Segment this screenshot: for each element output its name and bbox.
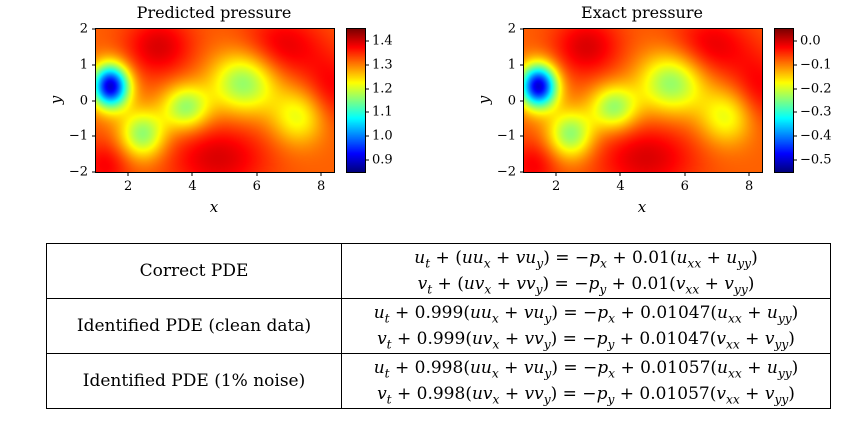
y-tick-label: 2 (507, 21, 516, 37)
x-tick-label: 8 (744, 179, 754, 194)
y-tick-mark (520, 28, 524, 30)
x-tick-label: 6 (252, 179, 261, 194)
x-tick-mark (555, 172, 557, 176)
plot-title: Predicted pressure (136, 3, 292, 22)
heatmap-canvas (524, 29, 762, 172)
pde-equation-u: ut + (uux + vuy) = −px + 0.01(uxx + uyy) (414, 248, 758, 271)
x-tick-label: 4 (616, 179, 625, 194)
x-tick-label: 4 (188, 179, 197, 194)
colorbar-tick-mark (793, 159, 797, 161)
plot-title: Exact pressure (581, 3, 703, 22)
colorbar-tick-label: −0.3 (800, 104, 832, 120)
pde-equations: ut + (uux + vuy) = −px + 0.01(uxx + uyy)… (341, 243, 831, 299)
colorbar-tick-label: 1.0 (372, 128, 393, 144)
y-tick-mark (520, 135, 524, 137)
y-tick-mark (92, 171, 96, 173)
pde-equation-u: ut + 0.998(uux + vuy) = −px + 0.01057(ux… (373, 358, 799, 381)
y-tick-mark (92, 135, 96, 137)
table-row-identified-noise: Identified PDE (1% noise) ut + 0.998(uux… (46, 353, 831, 409)
y-tick-label: 1 (507, 57, 516, 73)
x-tick-mark (127, 172, 129, 176)
x-tick-label: 6 (680, 179, 689, 194)
y-axis-ticks: 2 1 0 −1 −2 (58, 23, 96, 179)
x-axis-label: x (209, 198, 219, 216)
x-axis-ticks: 2 4 6 8 (96, 172, 334, 198)
colorbar-tick-mark (793, 40, 797, 42)
pde-row-label: Correct PDE (46, 243, 342, 299)
y-tick-mark (92, 28, 96, 30)
x-axis-label: x (637, 198, 647, 216)
pde-equation-u: ut + 0.999(uux + vuy) = −px + 0.01047(ux… (373, 303, 799, 326)
heatmap-plot: 2 1 0 −1 −2 2 4 6 8 (497, 23, 763, 193)
colorbar-tick-label: 0.0 (800, 33, 821, 49)
y-tick-label: −1 (496, 128, 516, 144)
x-tick-mark (684, 172, 686, 176)
colorbar-tick-mark (793, 111, 797, 113)
colorbar-tick-mark (365, 111, 369, 113)
x-tick-mark (256, 172, 258, 176)
colorbar-tick-label: 1.2 (372, 81, 393, 97)
colorbar-canvas (347, 29, 365, 172)
colorbar-tick-mark (365, 64, 369, 66)
pde-equation-v: vt + 0.999(uvx + vvy) = −py + 0.01047(vx… (377, 329, 795, 352)
colorbar-tick-label: −0.4 (800, 128, 832, 144)
colorbar-tick-label: 1.3 (372, 57, 393, 73)
colorbar-tick-label: 1.1 (372, 104, 393, 120)
colorbar-tick-mark (793, 135, 797, 137)
y-tick-mark (520, 100, 524, 101)
colorbar: 1.4 1.3 1.2 1.1 1.0 0.9 (346, 28, 393, 173)
pde-table: Correct PDE ut + (uux + vuy) = −px + 0.0… (46, 243, 831, 409)
table-row-correct-pde: Correct PDE ut + (uux + vuy) = −px + 0.0… (46, 243, 831, 299)
colorbar-tick-mark (365, 159, 369, 161)
y-axis-ticks: 2 1 0 −1 −2 (486, 23, 524, 179)
pde-equation-v: vt + (uvx + vvy) = −py + 0.01(vxx + vyy) (417, 274, 755, 297)
y-tick-label: −1 (68, 128, 88, 144)
pde-row-label: Identified PDE (1% noise) (46, 353, 342, 409)
y-tick-label: −2 (68, 164, 88, 180)
x-tick-mark (619, 172, 621, 176)
heatmap-plot: 2 1 0 −1 −2 2 4 6 8 (69, 23, 335, 193)
pde-equations: ut + 0.998(uux + vuy) = −px + 0.01057(ux… (341, 353, 831, 409)
x-tick-mark (320, 172, 322, 176)
colorbar-tick-label: 1.4 (372, 33, 393, 49)
pde-equation-v: vt + 0.998(uvx + vvy) = −py + 0.01057(vx… (377, 384, 795, 407)
colorbar: 0.0 −0.1 −0.2 −0.3 −0.4 −0.5 (774, 28, 832, 173)
x-tick-label: 8 (316, 179, 326, 194)
x-tick-label: 2 (124, 179, 133, 194)
y-tick-label: 0 (79, 93, 88, 108)
colorbar-tick-mark (365, 40, 369, 42)
y-tick-mark (92, 100, 96, 101)
colorbar-tick-label: 0.9 (372, 152, 393, 168)
y-tick-label: 2 (79, 21, 88, 37)
y-tick-mark (520, 64, 524, 66)
colorbar-ticks: 0.0 −0.1 −0.2 −0.3 −0.4 −0.5 (793, 29, 839, 172)
x-axis-ticks: 2 4 6 8 (524, 172, 762, 198)
x-tick-mark (748, 172, 750, 176)
colorbar-tick-label: −0.1 (800, 57, 832, 73)
colorbar-tick-label: −0.5 (800, 152, 832, 168)
y-tick-label: −2 (496, 164, 516, 180)
x-tick-label: 2 (552, 179, 561, 194)
pde-row-label: Identified PDE (clean data) (46, 298, 342, 354)
colorbar-tick-mark (793, 88, 797, 90)
pde-equations: ut + 0.999(uux + vuy) = −px + 0.01047(ux… (341, 298, 831, 354)
table-row-identified-clean: Identified PDE (clean data) ut + 0.999(u… (46, 298, 831, 354)
colorbar-tick-mark (365, 88, 369, 90)
y-tick-label: 1 (79, 57, 88, 73)
colorbar-ticks: 1.4 1.3 1.2 1.1 1.0 0.9 (365, 29, 411, 172)
y-tick-mark (92, 64, 96, 66)
y-tick-label: 0 (507, 93, 516, 108)
colorbar-canvas (775, 29, 793, 172)
colorbar-tick-label: −0.2 (800, 81, 832, 97)
colorbar-tick-mark (793, 64, 797, 66)
heatmap-canvas (96, 29, 334, 172)
y-tick-mark (520, 171, 524, 173)
colorbar-tick-mark (365, 135, 369, 137)
x-tick-mark (191, 172, 193, 176)
